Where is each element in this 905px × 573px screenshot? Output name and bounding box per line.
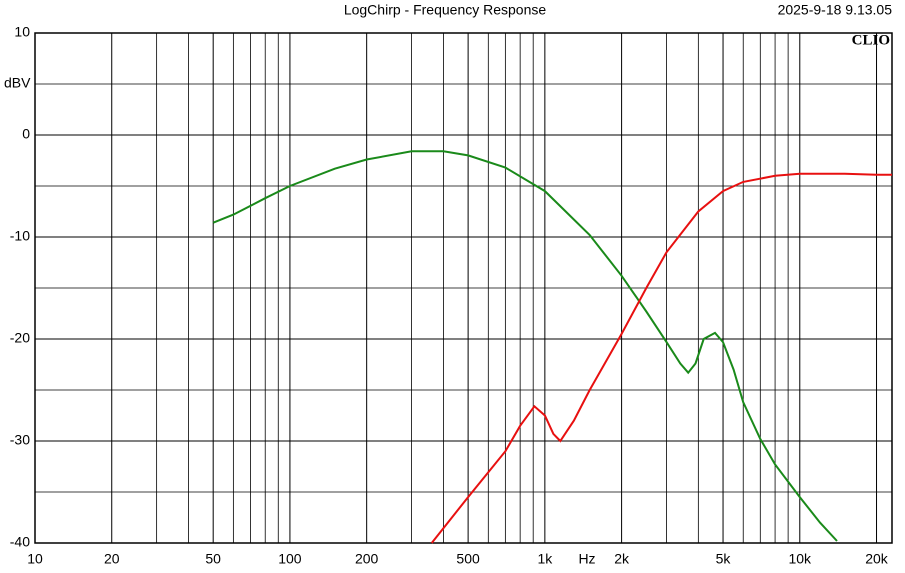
y-tick-label: -30 [10, 432, 30, 448]
x-tick-label: 10 [27, 551, 43, 567]
y-tick-label: -10 [10, 228, 30, 244]
x-tick-label: 20k [865, 551, 889, 567]
x-tick-label: 5k [716, 551, 732, 567]
x-tick-label: 1k [537, 551, 553, 567]
chart-title: LogChirp - Frequency Response [344, 2, 547, 18]
x-tick-label: 10k [788, 551, 812, 567]
y-tick-label: -20 [10, 330, 30, 346]
x-tick-label: 2k [614, 551, 630, 567]
x-axis-label: Hz [578, 551, 595, 567]
timestamp: 2025-9-18 9.13.05 [778, 2, 893, 18]
x-tick-label: 200 [355, 551, 379, 567]
y-axis-label: dBV [4, 75, 31, 91]
x-tick-label: 500 [456, 551, 480, 567]
data-line [430, 172, 892, 544]
y-tick-label: 10 [14, 24, 30, 40]
x-tick-label: 20 [104, 551, 120, 567]
y-tick-label: 0 [22, 126, 30, 142]
brand: CLIO [852, 32, 890, 48]
x-tick-label: 100 [278, 551, 302, 567]
plot-frame [34, 32, 893, 544]
y-tick-label: -40 [10, 534, 30, 550]
data-line [212, 150, 838, 542]
x-tick-label: 50 [205, 551, 221, 567]
